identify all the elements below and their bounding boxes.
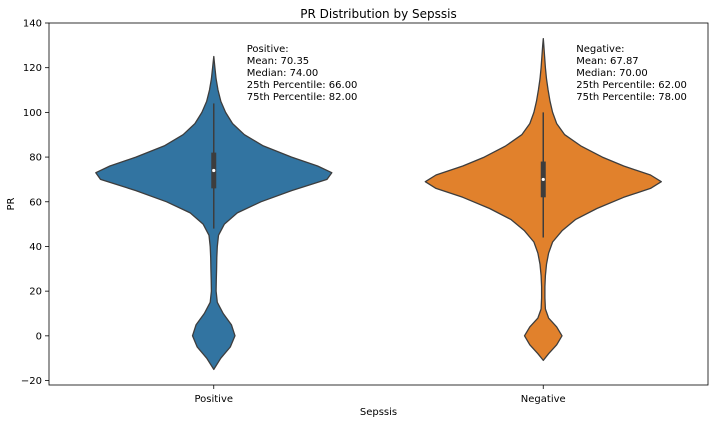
x-tick-label: Negative [521,394,566,405]
chart-title: PR Distribution by Sepssis [300,7,456,21]
axes: Positive Negative −20 0 20 40 60 80 100 120 140 [21,19,566,406]
annotation-line: 75th Percentile: 82.00 [247,92,358,103]
y-axis-label: PR [6,197,17,210]
violin-median-dot [541,177,545,182]
annotation-line: Mean: 67.87 [576,56,638,67]
violin-median-dot [212,168,216,173]
y-tick-label: 140 [23,19,42,30]
annotation-line: 75th Percentile: 78.00 [576,92,687,103]
y-tick-label: 40 [29,242,42,253]
y-tick-label: −20 [21,376,42,387]
annotation-line: Positive: [247,44,289,55]
y-tick-label: 80 [29,153,42,164]
y-tick-label: 120 [23,63,42,74]
y-tick-label: 60 [29,197,42,208]
y-tick-label: 100 [23,108,42,119]
plot-area [95,37,662,371]
x-axis-label: Sepssis [360,407,397,418]
y-tick-label: 20 [29,287,42,298]
annotation-line: 25th Percentile: 62.00 [576,80,687,91]
plot-frame [48,22,709,386]
y-tick-label: 0 [36,331,42,342]
annotation-line: Mean: 70.35 [247,56,309,67]
annotation-line: Negative: [576,44,624,55]
annotation-line: 25th Percentile: 66.00 [247,80,358,91]
annotation-line: Median: 70.00 [576,68,648,79]
x-tick-label: Positive [194,394,233,405]
annotation-line: Median: 74.00 [247,68,319,79]
